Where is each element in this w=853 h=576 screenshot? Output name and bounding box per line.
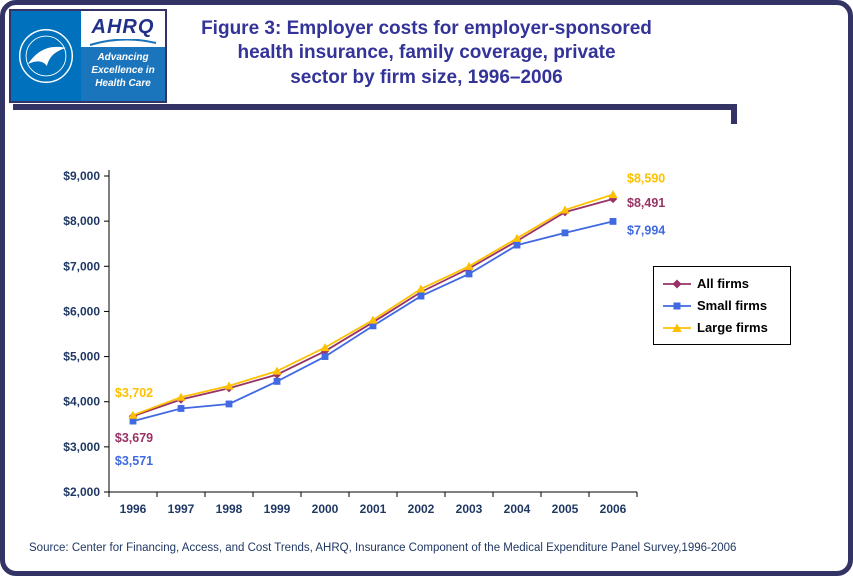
y-axis-label: $9,000 (63, 169, 100, 183)
ahrq-tagline-line: Health Care (95, 78, 151, 89)
line-square-marker-icon (663, 302, 691, 309)
figure-title-line: sector by firm size, 1996–2006 (290, 66, 563, 88)
header: AHRQ Advancing Excellence in Health Care… (5, 5, 848, 104)
series-marker (176, 392, 186, 401)
series-line (132, 193, 614, 417)
series-marker (368, 315, 378, 324)
series-marker (224, 381, 234, 390)
series-marker (320, 343, 330, 352)
line-chart-canvas: $2,000 $3,000 $4,000 $5,000 $6,000 $7,000 $8,0… (63, 169, 665, 516)
series-marker (321, 353, 329, 360)
series-marker (512, 233, 522, 242)
x-axis-label: 2001 (360, 502, 387, 516)
figure-title: Figure 3: Employer costs for employer-sp… (137, 5, 717, 90)
x-axis-label: 2005 (552, 502, 579, 516)
ahrq-swoosh-icon (89, 39, 157, 46)
legend-label: Large firms (697, 320, 768, 335)
y-axis-label: $2,000 (63, 485, 100, 499)
y-axis-label: $3,000 (63, 440, 100, 454)
line-diamond-marker-icon (663, 279, 691, 288)
series-marker (513, 241, 521, 249)
series-marker (561, 229, 569, 237)
x-axis-label: 2002 (408, 502, 435, 516)
legend-item-small-firms: Small firms (662, 298, 782, 313)
x-axis-label: 2006 (600, 502, 627, 516)
legend-label: Small firms (697, 298, 768, 313)
ahrq-tagline-line: Excellence in (91, 65, 155, 76)
y-axis-label: $8,000 (63, 214, 100, 228)
series-marker (608, 190, 618, 199)
divider-horizontal-rule (13, 104, 735, 110)
source-note: Source: Center for Financing, Access, an… (29, 542, 737, 554)
divider-vertical-stub (731, 104, 737, 124)
x-axis-label: 1998 (216, 502, 243, 516)
series-marker (369, 322, 377, 330)
y-axis-label: $5,000 (63, 350, 100, 364)
x-axis-label: 2003 (456, 502, 483, 516)
series-marker (609, 218, 617, 225)
legend-label: All firms (697, 276, 750, 291)
x-axis-label: 1997 (168, 502, 195, 516)
series-marker (128, 410, 138, 419)
first-point-label: $3,679 (115, 431, 153, 445)
x-axis-label: 1996 (120, 502, 147, 516)
line-triangle-marker-icon (663, 323, 691, 332)
x-axis-label: 1999 (264, 502, 291, 516)
first-point-label: $3,571 (115, 454, 153, 468)
ahrq-tagline: Advancing Excellence in Health Care (81, 47, 165, 101)
figure-title-line: health insurance, family coverage, priva… (237, 42, 616, 64)
y-axis-label: $4,000 (63, 395, 100, 409)
series-marker (225, 400, 233, 408)
series-marker (177, 405, 185, 412)
series-marker (272, 366, 282, 375)
y-axis-label: $7,000 (63, 259, 100, 273)
ahrq-tagline-line: Advancing (97, 52, 149, 63)
hhs-logo (11, 11, 81, 101)
series-marker (273, 378, 281, 385)
legend-item-large-firms: Large firms (662, 320, 782, 335)
last-point-label: $7,994 (627, 223, 665, 237)
series-marker (465, 270, 473, 278)
series-marker (416, 284, 426, 293)
figure-title-line: Figure 3: Employer costs for employer-sp… (201, 18, 652, 39)
chart-area: $2,000 $3,000 $4,000 $5,000 $6,000 $7,000 $8,0… (5, 140, 848, 540)
chart-legend: All firms Small firms Large firms (653, 266, 791, 345)
series-marker (129, 417, 137, 425)
series-line (132, 198, 614, 418)
ahrq-logo: AHRQ Advancing Excellence in Health Care (81, 11, 165, 101)
logo-block: AHRQ Advancing Excellence in Health Care (9, 9, 167, 103)
series-marker (560, 205, 570, 214)
first-point-label: $3,702 (115, 386, 153, 400)
series-marker (417, 292, 425, 300)
series-marker (464, 261, 474, 270)
last-point-label: $8,590 (627, 172, 665, 186)
y-axis-label: $6,000 (63, 304, 100, 318)
header-divider (5, 104, 848, 132)
last-point-label: $8,491 (627, 196, 665, 210)
x-axis-label: 2004 (504, 502, 531, 516)
hhs-seal-icon (18, 28, 74, 84)
ahrq-wordmark: AHRQ (91, 16, 155, 38)
legend-item-all-firms: All firms (662, 276, 782, 291)
x-axis-label: 2000 (312, 502, 339, 516)
